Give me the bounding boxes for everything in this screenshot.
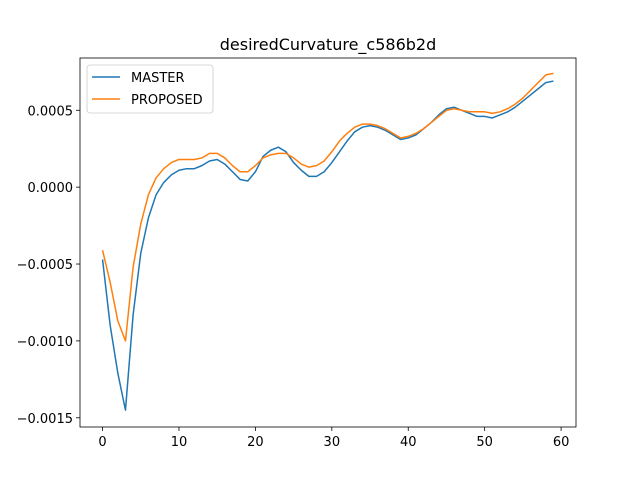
x-tick-label: 40 — [400, 435, 417, 450]
x-tick-label: 30 — [324, 435, 341, 450]
y-tick-label: −0.0015 — [17, 412, 73, 427]
legend-label: PROPOSED — [131, 93, 203, 108]
legend-label: MASTER — [131, 71, 185, 86]
plot-frame — [79, 57, 577, 428]
x-tick-label: 0 — [98, 435, 106, 450]
chart-title: desiredCurvature_c586b2d — [220, 35, 436, 55]
x-tick-label: 60 — [553, 435, 570, 450]
y-tick-label: 0.0000 — [28, 181, 74, 196]
x-tick-label: 50 — [476, 435, 493, 450]
y-tick-label: −0.0010 — [17, 335, 73, 350]
series-line — [101, 80, 554, 411]
series-line — [101, 72, 554, 342]
y-tick-label: 0.0005 — [28, 104, 74, 119]
y-tick-label: −0.0005 — [17, 258, 73, 273]
x-tick-label: 10 — [171, 435, 188, 450]
x-tick-label: 20 — [247, 435, 264, 450]
